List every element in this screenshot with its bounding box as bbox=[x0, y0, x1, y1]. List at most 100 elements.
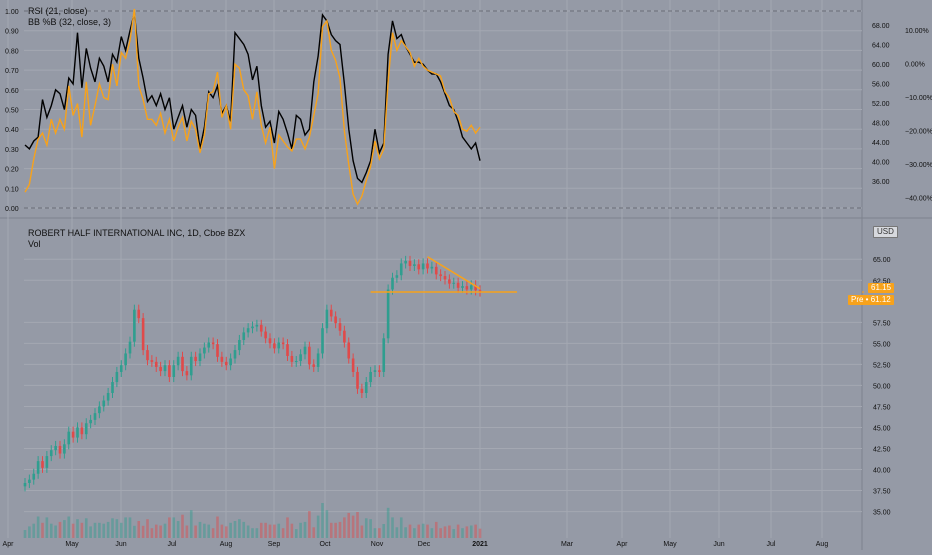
legend-symbol[interactable]: ROBERT HALF INTERNATIONAL INC, 1D, Cboe … bbox=[28, 228, 246, 238]
candle-body bbox=[176, 356, 180, 366]
candle-body bbox=[58, 445, 62, 454]
candle-body bbox=[273, 343, 276, 349]
price-tick-label: 65.00 bbox=[873, 257, 891, 264]
candle-body bbox=[321, 328, 324, 354]
volume-bar bbox=[163, 523, 167, 538]
candle-body bbox=[45, 456, 49, 468]
legend-bb[interactable]: BB %B (32, close, 3) bbox=[28, 17, 112, 27]
candle-body bbox=[36, 461, 40, 474]
volume-bar bbox=[395, 527, 399, 538]
volume-bar bbox=[76, 519, 79, 538]
candle-body bbox=[408, 260, 412, 266]
candle-body bbox=[299, 354, 302, 362]
candle-body bbox=[54, 445, 57, 451]
candle-body bbox=[329, 309, 333, 317]
volume-bar bbox=[141, 525, 145, 538]
candle-body bbox=[343, 330, 346, 343]
candle-body bbox=[395, 275, 399, 278]
candle-body bbox=[198, 353, 202, 362]
volume-bar bbox=[273, 524, 276, 538]
candle-body bbox=[106, 392, 110, 401]
y-tick-label-left: 0.10 bbox=[5, 186, 19, 193]
volume-bar bbox=[23, 530, 27, 538]
candle-body bbox=[373, 370, 377, 372]
volume-bar bbox=[474, 524, 477, 538]
legend-rsi[interactable]: RSI (21, close) bbox=[28, 6, 88, 16]
volume-bar bbox=[286, 517, 289, 538]
x-tick-label: Oct bbox=[320, 541, 331, 548]
volume-bar bbox=[98, 522, 101, 538]
candle-body bbox=[189, 356, 193, 376]
candle-body bbox=[154, 361, 158, 367]
candle-body bbox=[351, 358, 355, 372]
candle-body bbox=[255, 324, 259, 327]
volume-bar bbox=[168, 517, 171, 538]
candle-body bbox=[369, 371, 372, 383]
volume-bar bbox=[299, 522, 302, 538]
volume-bar bbox=[369, 519, 372, 538]
price-tick-label: 47.50 bbox=[873, 404, 891, 411]
volume-bar bbox=[360, 525, 364, 538]
volume-bar bbox=[194, 525, 197, 538]
candle-body bbox=[32, 473, 36, 480]
candle-body bbox=[229, 358, 232, 366]
candle-body bbox=[133, 309, 136, 342]
candle-body bbox=[308, 346, 311, 365]
candle-body bbox=[456, 282, 460, 288]
candle-body bbox=[434, 266, 438, 275]
volume-bar bbox=[128, 517, 132, 538]
candle-body bbox=[246, 328, 250, 333]
candle-body bbox=[312, 364, 316, 367]
candle-body bbox=[211, 342, 215, 345]
y-tick-label-left: 0.90 bbox=[5, 29, 19, 36]
candle-body bbox=[334, 316, 337, 324]
last-price-tag: 61.15 bbox=[868, 283, 895, 293]
x-tick-label: Jul bbox=[767, 541, 776, 548]
volume-bar bbox=[102, 523, 106, 538]
y-tick-label-left: 0.40 bbox=[5, 127, 19, 134]
candle-body bbox=[347, 342, 351, 359]
candle-body bbox=[89, 419, 92, 424]
volume-bar bbox=[63, 520, 66, 538]
volume-bar bbox=[220, 524, 224, 538]
price-tick-label: 40.00 bbox=[873, 468, 891, 475]
volume-bar bbox=[176, 521, 180, 538]
volume-bar bbox=[465, 526, 469, 538]
candle-body bbox=[264, 331, 267, 339]
legend-volume[interactable]: Vol bbox=[28, 239, 41, 249]
volume-bar bbox=[203, 523, 206, 538]
volume-bar bbox=[382, 524, 386, 538]
currency-label[interactable]: USD bbox=[873, 226, 898, 238]
volume-bar bbox=[216, 516, 219, 538]
volume-bar bbox=[185, 525, 189, 538]
volume-bar bbox=[316, 515, 320, 538]
volume-bar bbox=[334, 522, 337, 538]
candle-body bbox=[128, 341, 132, 354]
x-tick-label: Jul bbox=[168, 541, 177, 548]
volume-bar bbox=[430, 528, 434, 538]
candle-body bbox=[443, 276, 447, 280]
candle-body bbox=[185, 371, 189, 376]
candle-body bbox=[124, 353, 127, 366]
y-tick-label-right-pct: 10.00% bbox=[905, 28, 929, 35]
candle-body bbox=[220, 356, 224, 362]
candle-body bbox=[224, 361, 228, 366]
price-tick-label: 50.00 bbox=[873, 383, 891, 390]
volume-bar bbox=[386, 507, 390, 538]
y-tick-label-right: 48.00 bbox=[872, 121, 890, 128]
volume-bar bbox=[71, 523, 75, 538]
volume-bar bbox=[461, 528, 464, 538]
volume-bar bbox=[28, 526, 31, 538]
volume-bar bbox=[80, 522, 84, 538]
candle-body bbox=[469, 285, 473, 290]
volume-bar bbox=[443, 526, 447, 538]
volume-bar bbox=[456, 524, 460, 538]
volume-bar bbox=[89, 526, 92, 538]
y-tick-label-right: 52.00 bbox=[872, 101, 890, 108]
candle-body bbox=[452, 282, 456, 284]
candle-body bbox=[290, 355, 294, 362]
candle-body bbox=[316, 353, 320, 367]
candle-body bbox=[286, 344, 289, 356]
